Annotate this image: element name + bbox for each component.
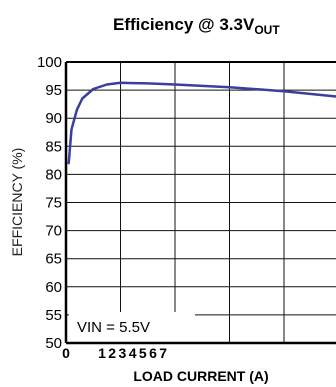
x-tick-label: 4 xyxy=(129,345,137,361)
chart-title-main: Efficiency @ 3.3V xyxy=(113,15,255,34)
x-axis-label: LOAD CURRENT (A) xyxy=(133,368,268,384)
grid-lines xyxy=(66,61,336,343)
y-tick-labels: 50 55 60 65 70 75 80 85 90 95 100 xyxy=(37,54,62,352)
y-axis-label: EFFICIENCY (%) xyxy=(9,148,25,257)
y-tick-label: 50 xyxy=(45,335,62,352)
y-tick-label: 70 xyxy=(45,223,62,240)
x-tick-label: 6 xyxy=(149,345,157,361)
y-tick-label: 75 xyxy=(45,195,62,212)
x-tick-label: 7 xyxy=(159,345,167,361)
annotation-background xyxy=(69,312,195,342)
y-tick-label: 55 xyxy=(45,307,62,324)
x-tick-label: 0 xyxy=(62,345,70,361)
y-tick-label: 85 xyxy=(45,138,62,155)
y-tick-label: 80 xyxy=(45,166,62,183)
y-tick-label: 60 xyxy=(45,279,62,296)
chart-title: Efficiency @ 3.3VOUT xyxy=(113,15,280,37)
x-tick-label: 5 xyxy=(139,345,147,361)
y-tick-label: 90 xyxy=(45,110,62,127)
annotation-text: VIN = 5.5V xyxy=(77,319,150,336)
x-tick-label: 2 xyxy=(108,345,116,361)
plot-axes xyxy=(64,61,336,345)
x-tick-label: 3 xyxy=(119,345,127,361)
annotation-box: VIN = 5.5V xyxy=(69,312,195,342)
y-tick-label: 100 xyxy=(37,54,62,71)
series-line xyxy=(67,81,336,165)
chart-title-subscript: OUT xyxy=(254,23,280,37)
y-tick-label: 65 xyxy=(45,251,62,268)
y-tick-label: 95 xyxy=(45,82,62,99)
x-tick-label: 1 xyxy=(98,345,106,361)
